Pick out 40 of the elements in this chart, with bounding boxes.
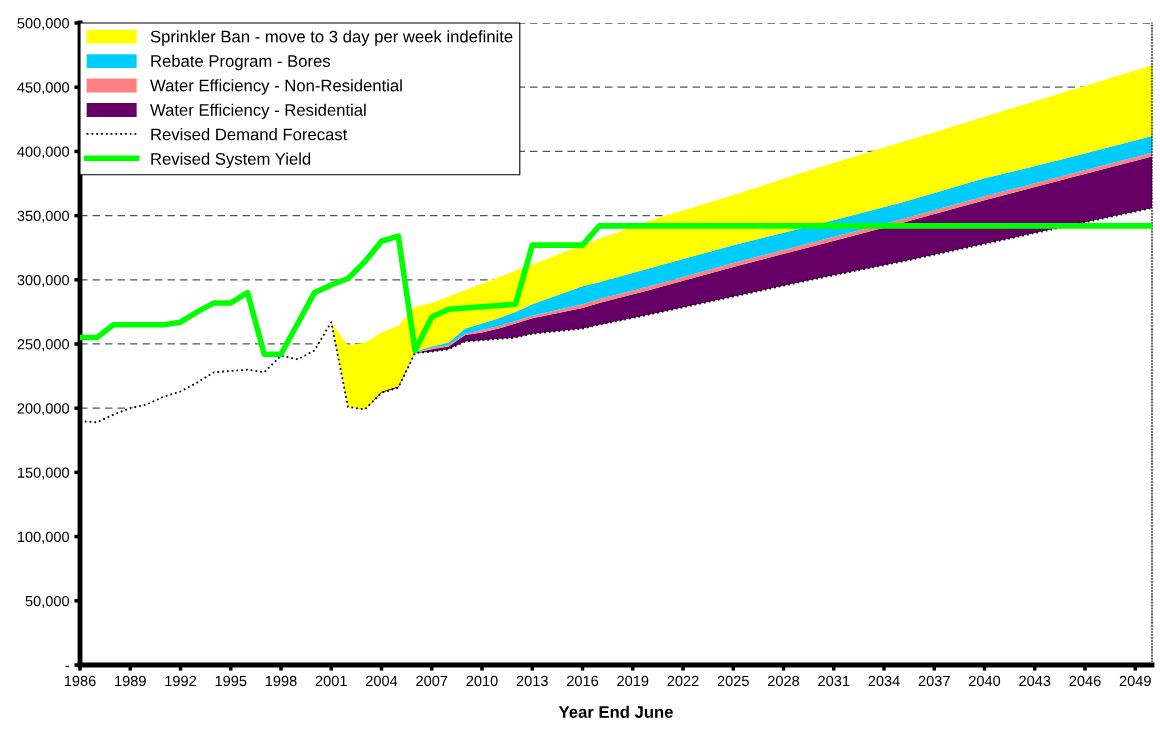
y-tick-label: 400,000 bbox=[17, 146, 70, 159]
x-axis-title: Year End June bbox=[558, 705, 673, 718]
legend-label: Rebate Program - Bores bbox=[151, 54, 331, 71]
x-tick-label: 2037 bbox=[918, 675, 950, 687]
legend-label: Water Efficiency - Non-Residential bbox=[150, 79, 402, 95]
x-tick-label: 2043 bbox=[1019, 675, 1051, 687]
x-tick-label: 1989 bbox=[115, 675, 146, 687]
y-tick-label: 200,000 bbox=[17, 403, 70, 416]
x-tick-label: 2004 bbox=[366, 675, 398, 687]
y-tick-label: 350,000 bbox=[17, 210, 70, 223]
x-tick-label: 2049 bbox=[1119, 675, 1151, 687]
x-tick-label: 2025 bbox=[717, 675, 749, 687]
y-tick-label: 250,000 bbox=[17, 339, 70, 352]
legend-label: Sprinkler Ban - move to 3 day per week indefinite bbox=[150, 30, 513, 46]
x-tick-label: 2001 bbox=[315, 675, 347, 687]
x-tick-label: 1998 bbox=[265, 675, 297, 687]
x-tick-label: 1995 bbox=[215, 675, 247, 687]
y-tick-label: - bbox=[65, 665, 69, 667]
y-tick-label: 500,000 bbox=[17, 18, 70, 31]
x-tick-label: 2034 bbox=[868, 675, 900, 687]
x-tick-label: 2031 bbox=[818, 675, 850, 687]
x-tick-label: 2016 bbox=[567, 675, 599, 687]
y-tick-label: 300,000 bbox=[17, 274, 70, 287]
y-tick-label: 150,000 bbox=[17, 467, 70, 480]
y-tick-label: 100,000 bbox=[17, 531, 70, 544]
x-tick-label: 2019 bbox=[617, 675, 649, 687]
y-tick-label: 50,000 bbox=[25, 595, 70, 608]
x-tick-label: 1986 bbox=[64, 675, 96, 687]
x-tick-label: 2028 bbox=[768, 675, 800, 687]
legend-label: Water Efficiency - Residential bbox=[150, 103, 366, 120]
y-tick-label: 450,000 bbox=[17, 82, 70, 95]
legend-label: Revised Demand Forecast bbox=[151, 128, 348, 141]
x-tick-label: 2040 bbox=[969, 675, 1001, 687]
x-tick-label: 1992 bbox=[165, 675, 196, 687]
x-tick-label: 2013 bbox=[516, 675, 548, 687]
x-tick-label: 2022 bbox=[667, 675, 699, 687]
x-tick-label: 2007 bbox=[416, 675, 448, 687]
x-tick-label: 2010 bbox=[466, 675, 498, 687]
x-tick-label: 2046 bbox=[1069, 675, 1101, 687]
legend-label: Revised System Yield bbox=[151, 152, 311, 169]
